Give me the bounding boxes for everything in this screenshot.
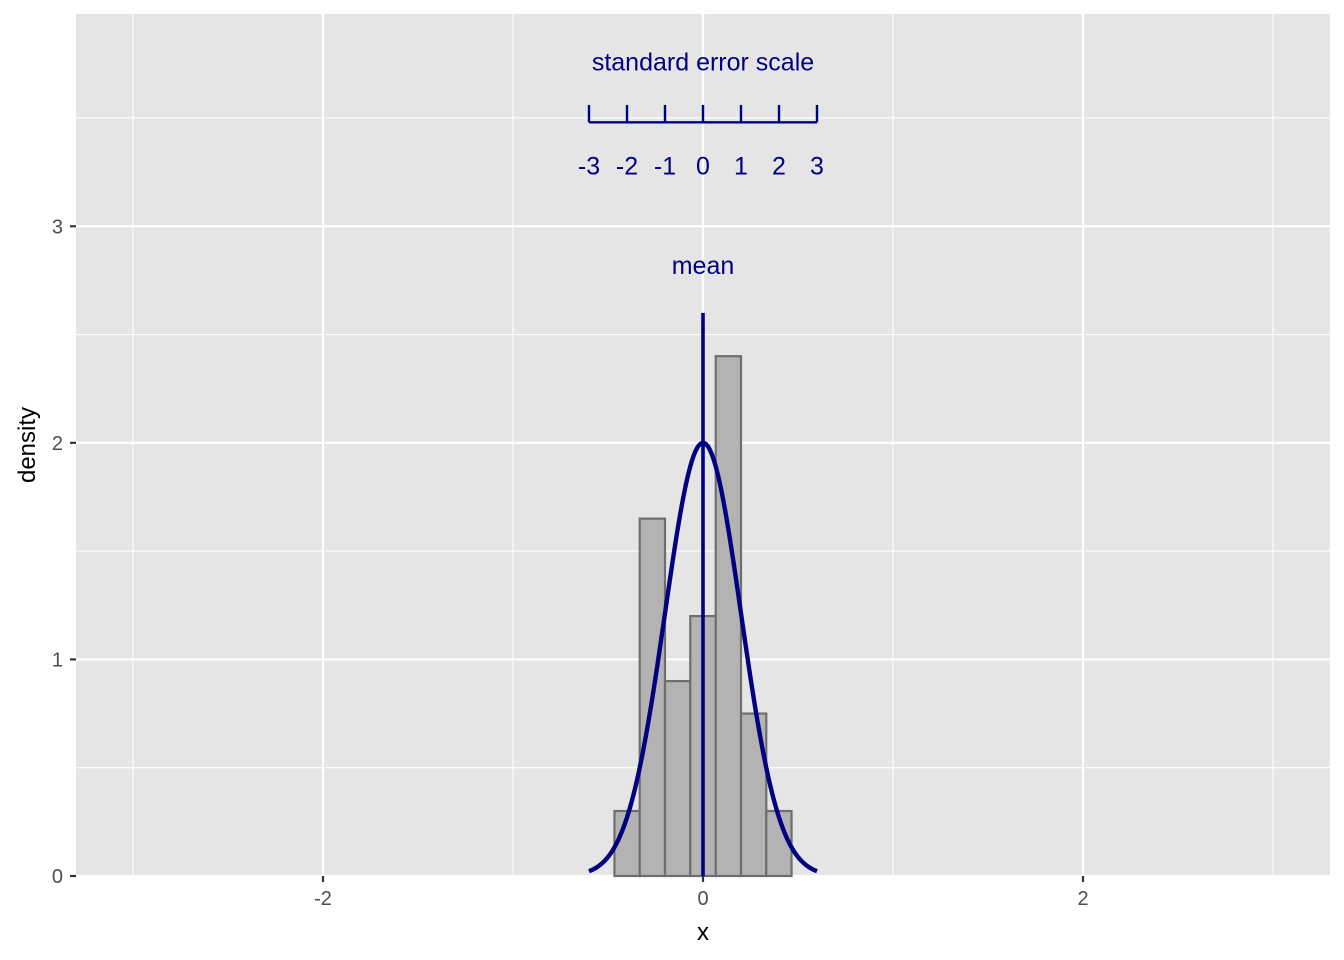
se-scale-tick-label: 3 (810, 152, 824, 180)
axes: -2 0 2 0 1 2 3 (52, 216, 1089, 910)
y-tick-label: 0 (52, 866, 63, 888)
y-tick-label: 1 (52, 649, 63, 671)
se-scale-tick-label: 0 (696, 152, 710, 180)
se-scale-tick-label: -2 (616, 152, 638, 180)
histogram-bar (663, 679, 692, 878)
y-tick-label: 2 (52, 433, 63, 455)
x-axis-title: x (697, 919, 709, 946)
se-scale-title: standard error scale (592, 48, 814, 76)
x-tick-label: -2 (314, 888, 332, 910)
y-tick-label: 3 (52, 216, 63, 238)
x-tick-label: 0 (697, 888, 708, 910)
se-scale-tick-label: -1 (654, 152, 676, 180)
annotation-layer: mean standard error scale -3 -2 -1 0 1 2 3 (578, 48, 824, 876)
se-scale-tick-label: -3 (578, 152, 600, 180)
x-tick-label: 2 (1077, 888, 1088, 910)
mean-label: mean (672, 252, 735, 280)
se-scale-tick-label: 1 (734, 152, 748, 180)
se-scale-tick-label: 2 (772, 152, 786, 180)
histogram-bar (714, 355, 743, 878)
y-axis-title: density (14, 407, 41, 483)
